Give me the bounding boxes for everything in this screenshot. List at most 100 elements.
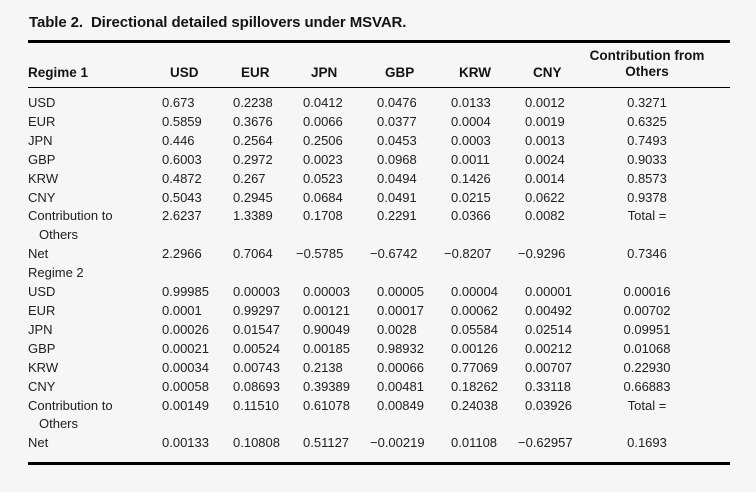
cell-value: 0.0491 <box>377 189 417 205</box>
cell-value: 0.0622 <box>525 189 565 205</box>
cell-value: 0.02514 <box>525 321 572 337</box>
cell-value: 0.5859 <box>162 113 202 129</box>
cell-contribution-from-others: 0.22930 <box>623 359 671 375</box>
column-header-krw: KRW <box>451 41 525 88</box>
cell-contribution-from-others: 0.1693 <box>627 435 667 451</box>
row-label: KRW <box>28 170 59 186</box>
cell-contribution-from-others: 0.00016 <box>623 284 671 300</box>
table-row: GBP 0.00021 0.00524 0.00185 0.98932 0.00126 0.… <box>28 340 730 359</box>
row-label: Net <box>28 246 49 262</box>
cell-value: 0.0366 <box>451 208 491 224</box>
cell-value: 0.00005 <box>377 284 424 300</box>
cell-value: 0.7064 <box>233 246 273 262</box>
cell-value: 0.39389 <box>303 378 350 394</box>
cell-value: 0.98932 <box>377 340 424 356</box>
row-label: USD <box>28 95 56 110</box>
cell-value: 0.267 <box>233 170 266 186</box>
cell-value: 0.90049 <box>303 321 350 337</box>
cell-value: 0.00524 <box>233 340 280 356</box>
table-row: EUR 0.0001 0.99297 0.00121 0.00017 0.00062 0.0… <box>28 302 730 321</box>
cell-value: 0.05584 <box>451 321 498 337</box>
cell-value: 0.1708 <box>303 208 343 224</box>
cell-value: 0.00149 <box>162 397 209 413</box>
header-row: Regime 1 USD EUR JPN GBP KRW CNY Contribution… <box>28 41 730 88</box>
cell-contribution-from-others: Total = <box>627 397 667 413</box>
row-label: Net <box>28 435 49 451</box>
cell-value: 0.0012 <box>525 95 565 110</box>
cell-value: 0.446 <box>162 132 195 148</box>
row-label: CNY <box>28 378 56 394</box>
cell-value: 2.2966 <box>162 246 202 262</box>
cell-value: 1.3389 <box>233 208 273 224</box>
cell-value: 0.00707 <box>525 359 572 375</box>
cell-contribution-from-others: 0.9033 <box>627 151 667 167</box>
cell-value: 0.1426 <box>451 170 491 186</box>
cell-value: 0.0684 <box>303 189 343 205</box>
section-row: Regime 2 <box>28 264 730 283</box>
table-header: Regime 1 USD EUR JPN GBP KRW CNY Contribution… <box>28 41 730 88</box>
cell-value: 0.00026 <box>162 321 209 337</box>
column-header-line2: Others <box>625 64 669 79</box>
column-header-cny: CNY <box>525 41 588 88</box>
table-row: CNY 0.5043 0.2945 0.0684 0.0491 0.0215 0.0622 0… <box>28 189 730 208</box>
table-row: EUR 0.5859 0.3676 0.0066 0.0377 0.0004 0.0019 0… <box>28 113 730 132</box>
cell-value: −0.00219 <box>370 435 425 451</box>
cell-value: 0.00004 <box>451 284 498 300</box>
cell-value: 0.00021 <box>162 340 209 356</box>
cell-value: 0.51127 <box>303 435 350 451</box>
cell-value: 0.0968 <box>377 151 417 167</box>
row-label: Contribution to Others <box>28 397 113 432</box>
column-header-usd: USD <box>162 41 233 88</box>
cell-value: 0.00058 <box>162 378 209 394</box>
cell-value: −0.62957 <box>518 435 573 451</box>
cell-value: 0.00481 <box>377 378 424 394</box>
cell-contribution-from-others: 0.6325 <box>627 113 667 129</box>
cell-value: 0.00001 <box>525 284 572 300</box>
cell-contribution-from-others: 0.00702 <box>623 302 671 318</box>
cell-value: −0.9296 <box>518 246 566 262</box>
cell-value: 0.00121 <box>303 302 350 318</box>
cell-value: 0.00003 <box>233 284 280 300</box>
cell-value: 0.0001 <box>162 302 202 318</box>
row-label: GBP <box>28 340 56 356</box>
cell-value: 0.0215 <box>451 189 491 205</box>
cell-value: 0.10808 <box>233 435 280 451</box>
cell-contribution-from-others: 0.01068 <box>623 340 671 356</box>
cell-value: 0.5043 <box>162 189 202 205</box>
row-label: JPN <box>28 321 53 337</box>
cell-value: 0.0494 <box>377 170 417 186</box>
cell-value: 0.0377 <box>377 113 417 129</box>
table-row: Net 2.2966 0.7064 −0.5785 −0.6742 −0.8207 −0.9… <box>28 245 730 264</box>
cell-value: 0.2138 <box>303 359 343 375</box>
table-row: USD 0.673 0.2238 0.0412 0.0476 0.0133 0.0012 0.… <box>28 88 730 113</box>
row-label: EUR <box>28 113 56 129</box>
column-header-gbp: GBP <box>377 41 451 88</box>
cell-contribution-from-others: 0.9378 <box>627 189 667 205</box>
cell-value: 0.0028 <box>377 321 417 337</box>
column-header-regime1: Regime 1 <box>28 41 162 88</box>
cell-contribution-from-others: 0.8573 <box>627 170 667 186</box>
cell-contribution-from-others: 0.3271 <box>627 95 667 110</box>
section-label: Regime 2 <box>28 265 84 281</box>
row-label: Contribution to Others <box>28 208 113 243</box>
cell-value: 0.6003 <box>162 151 202 167</box>
cell-value: 0.0019 <box>525 113 565 129</box>
cell-value: 0.61078 <box>303 397 350 413</box>
table-row: JPN 0.446 0.2564 0.2506 0.0453 0.0003 0.0013 0.… <box>28 132 730 151</box>
cell-value: 0.33118 <box>525 378 572 394</box>
cell-value: 0.00743 <box>233 359 280 375</box>
cell-value: 0.00017 <box>377 302 424 318</box>
cell-value: 0.3676 <box>233 113 273 129</box>
cell-value: 0.0014 <box>525 170 565 186</box>
cell-contribution-from-others: 0.09951 <box>623 321 671 337</box>
cell-value: 0.11510 <box>233 397 280 413</box>
cell-value: 0.4872 <box>162 170 202 186</box>
cell-value: 0.2564 <box>233 132 273 148</box>
cell-contribution-from-others: 0.7493 <box>627 132 667 148</box>
cell-value: 0.00126 <box>451 340 498 356</box>
table-body: USD 0.673 0.2238 0.0412 0.0476 0.0133 0.0012 0.… <box>28 88 730 464</box>
cell-value: 0.0066 <box>303 113 343 129</box>
cell-value: 0.2291 <box>377 208 417 224</box>
cell-value: −0.5785 <box>296 246 344 262</box>
cell-value: 0.0004 <box>451 113 491 129</box>
